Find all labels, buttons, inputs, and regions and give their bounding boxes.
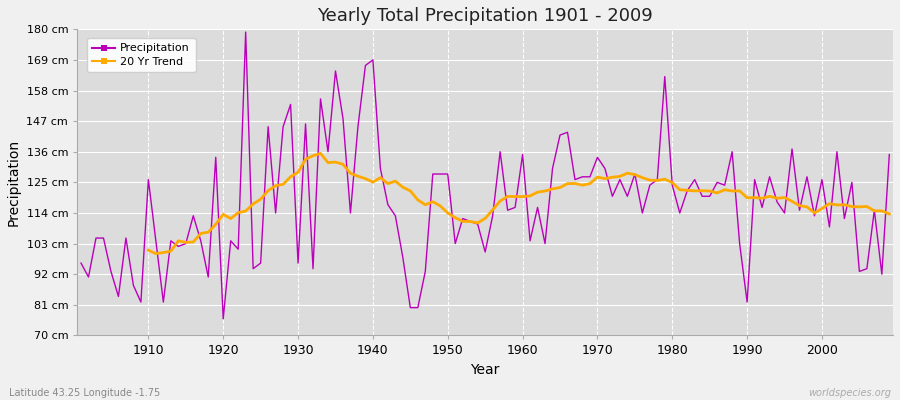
Y-axis label: Precipitation: Precipitation xyxy=(7,139,21,226)
Legend: Precipitation, 20 Yr Trend: Precipitation, 20 Yr Trend xyxy=(87,38,195,72)
Title: Yearly Total Precipitation 1901 - 2009: Yearly Total Precipitation 1901 - 2009 xyxy=(318,7,653,25)
Text: Latitude 43.25 Longitude -1.75: Latitude 43.25 Longitude -1.75 xyxy=(9,388,160,398)
X-axis label: Year: Year xyxy=(471,363,500,377)
Text: worldspecies.org: worldspecies.org xyxy=(808,388,891,398)
